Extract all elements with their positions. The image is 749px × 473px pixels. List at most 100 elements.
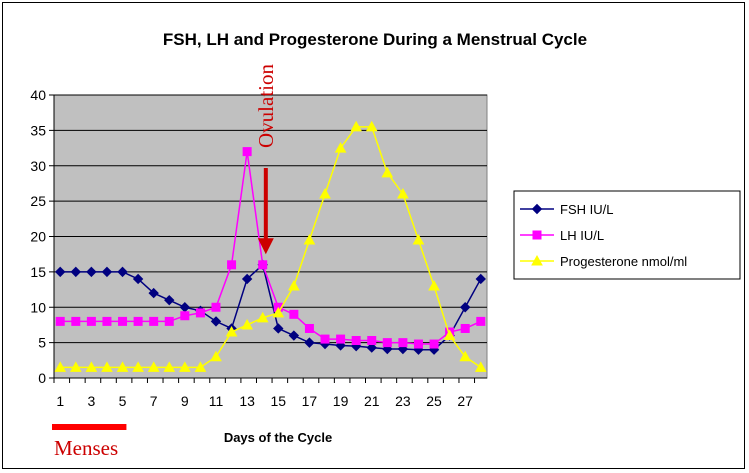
data-point	[163, 361, 176, 372]
data-point	[382, 338, 392, 348]
data-point	[532, 230, 542, 240]
data-point	[459, 302, 471, 313]
ovulation-label: Ovulation	[254, 64, 278, 148]
data-point	[55, 316, 65, 326]
data-point	[70, 266, 82, 278]
x-tick-label: 9	[181, 393, 189, 409]
legend: FSH IU/L LH IU/L Progesterone nmol/ml	[513, 190, 741, 280]
data-point	[381, 166, 394, 178]
data-point	[241, 273, 253, 285]
x-tick-label: 3	[87, 393, 95, 409]
y-tick-label: 10	[30, 299, 46, 315]
data-point	[304, 337, 315, 348]
x-tick-label: 21	[364, 393, 380, 409]
data-point	[258, 260, 268, 270]
data-point	[334, 142, 347, 153]
data-point	[164, 316, 174, 326]
y-tick-label: 40	[30, 87, 46, 103]
legend-label: LH IU/L	[560, 228, 604, 243]
data-point	[211, 302, 221, 312]
data-point	[459, 350, 472, 362]
data-point	[116, 361, 129, 372]
y-tick-label: 15	[30, 264, 46, 280]
data-point	[164, 294, 175, 306]
chart-title: FSH, LH and Progesterone During a Menstr…	[163, 30, 587, 49]
data-point	[55, 266, 66, 278]
data-point	[351, 336, 361, 346]
data-point	[443, 329, 456, 341]
menses-bar	[52, 424, 127, 430]
ovulation-arrow-head	[257, 238, 274, 255]
data-point	[132, 361, 144, 372]
data-point	[320, 334, 330, 344]
data-point	[210, 316, 222, 327]
data-point	[367, 336, 377, 346]
series	[54, 120, 487, 372]
y-tick-label: 0	[38, 370, 46, 386]
data-point	[241, 318, 253, 330]
data-point	[336, 334, 346, 344]
data-point	[412, 234, 425, 245]
data-point	[288, 330, 300, 341]
y-tick-label: 20	[30, 229, 46, 245]
data-point	[397, 188, 409, 199]
data-point	[304, 323, 314, 333]
data-point	[474, 361, 487, 372]
series-line	[60, 126, 482, 369]
data-point	[227, 260, 237, 270]
data-point	[225, 325, 238, 337]
data-point	[71, 316, 81, 326]
data-point	[86, 316, 96, 326]
data-point	[476, 316, 486, 326]
y-tick-label: 30	[30, 158, 46, 174]
data-point	[272, 306, 285, 318]
data-point	[178, 361, 191, 372]
data-point	[195, 308, 205, 318]
legend-item: LH IU/L	[520, 228, 604, 243]
legend-label: FSH IU/L	[560, 202, 613, 217]
menses-annotation: Menses	[52, 424, 127, 460]
x-axis: 1 3 5 7 9 11 13 15 17 19 21 23 25 27	[53, 377, 487, 409]
data-point	[133, 316, 143, 326]
data-point	[256, 311, 269, 323]
data-point	[475, 273, 486, 285]
x-tick-label: 15	[270, 393, 286, 409]
data-point	[117, 266, 128, 278]
data-point	[210, 350, 222, 362]
data-point	[85, 361, 98, 372]
data-point	[194, 361, 207, 372]
x-tick-label: 5	[119, 393, 127, 409]
data-point	[54, 361, 67, 372]
ovulation-annotation: Ovulation	[254, 64, 278, 255]
data-point	[242, 147, 252, 157]
data-point	[531, 254, 543, 266]
series-line	[60, 263, 482, 351]
x-tick-label: 7	[150, 393, 158, 409]
data-point	[86, 266, 97, 278]
data-point	[101, 361, 113, 372]
y-axis: 0 5 10 15 20 25 30 35 40	[30, 87, 55, 386]
x-axis-label: Days of the Cycle	[224, 430, 332, 445]
y-tick-label: 25	[30, 193, 46, 209]
x-tick-label: 27	[457, 393, 473, 409]
data-point	[102, 316, 112, 326]
data-point	[147, 361, 160, 372]
data-point	[180, 311, 190, 321]
data-point	[319, 188, 331, 199]
legend-item: Progesterone nmol/ml	[520, 254, 687, 269]
gridlines	[54, 94, 487, 344]
data-point	[531, 203, 543, 215]
data-point	[118, 316, 128, 326]
x-tick-label: 17	[302, 393, 318, 409]
x-tick-label: 23	[395, 393, 411, 409]
legend-item: FSH IU/L	[520, 202, 613, 217]
x-tick-label: 11	[209, 393, 224, 409]
data-point	[289, 309, 299, 319]
data-point	[149, 316, 159, 326]
x-tick-label: 25	[426, 393, 442, 409]
data-point	[288, 279, 300, 291]
series-1	[55, 147, 486, 349]
data-point	[350, 120, 363, 132]
data-point	[366, 342, 377, 353]
